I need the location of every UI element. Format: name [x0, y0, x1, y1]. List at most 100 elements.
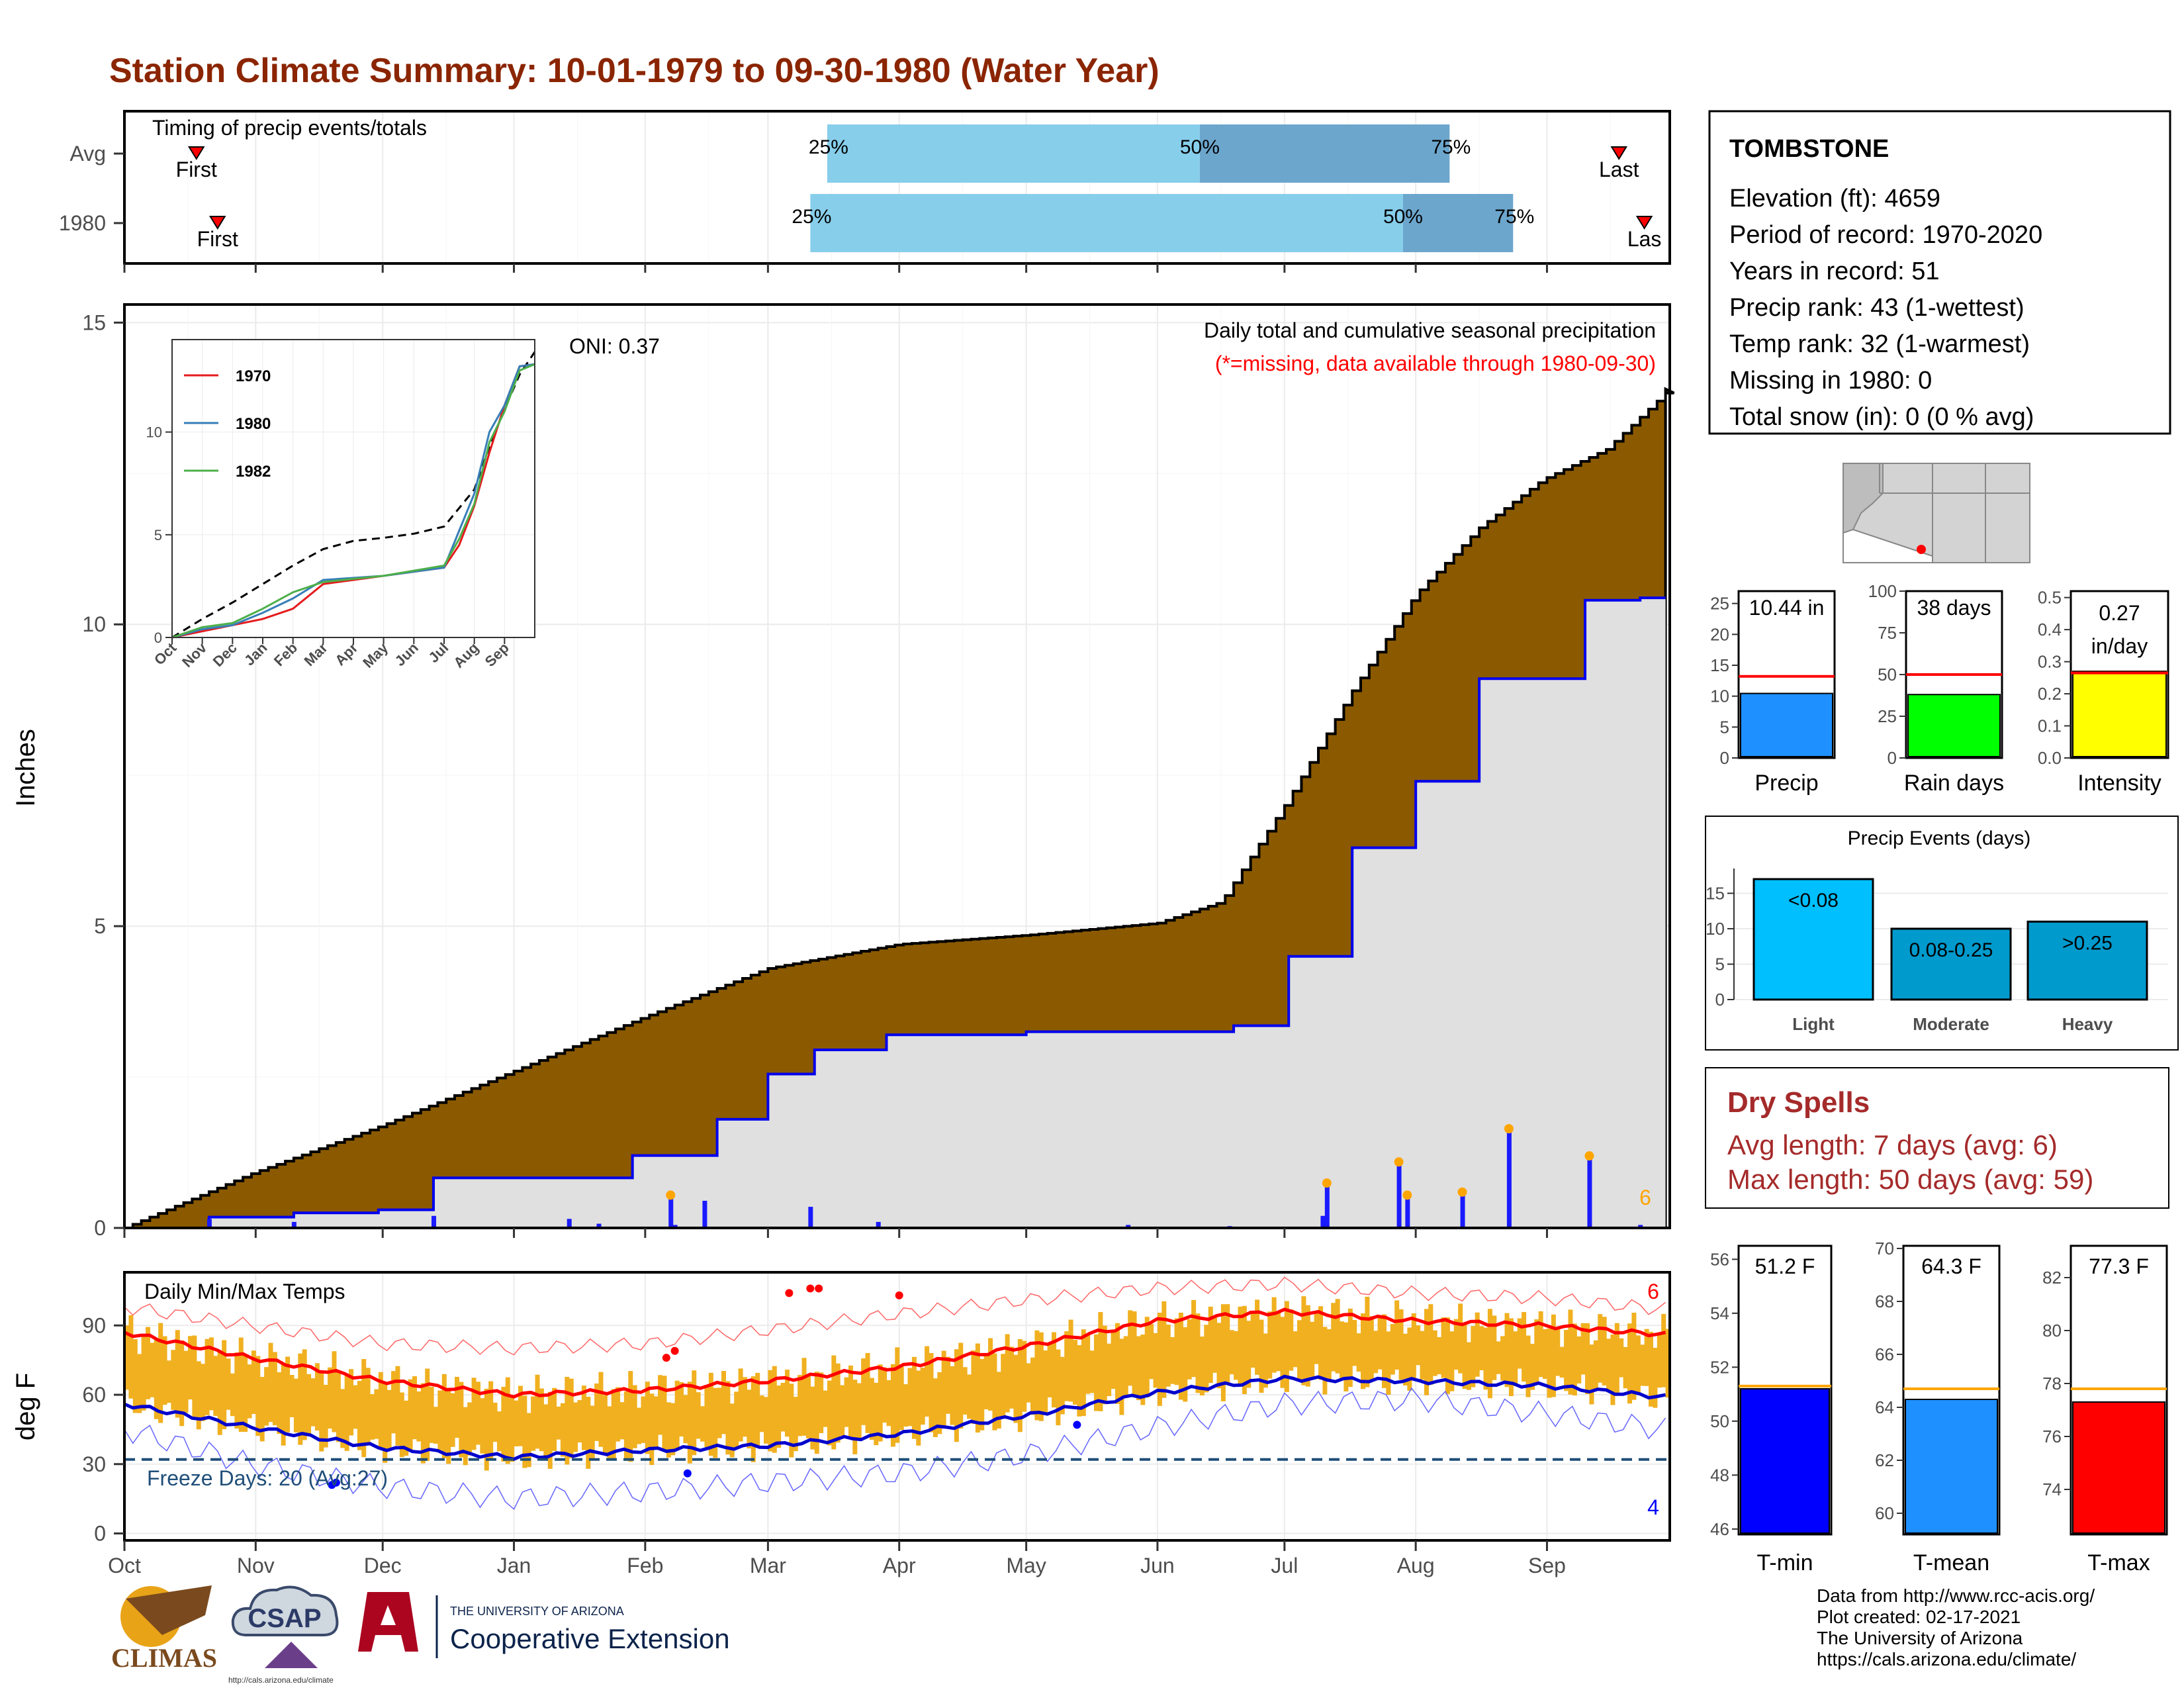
daily-temp-bar	[547, 1391, 553, 1469]
daily-temp-bar	[1517, 1318, 1522, 1369]
logo-row: CLIMAS CSAP http://cals.arizona.edu/clim…	[111, 1585, 730, 1685]
daily-temp-bar	[670, 1403, 676, 1456]
cumulative-average-area	[124, 387, 1675, 1229]
daily-temp-bar	[615, 1387, 621, 1442]
mini-bar-tick-label: 20	[1710, 624, 1729, 644]
record-low-marker	[1073, 1421, 1081, 1429]
daily-temp-bar	[1619, 1338, 1624, 1378]
daily-temp-bar	[623, 1391, 629, 1461]
daily-temp-bar	[1259, 1319, 1264, 1393]
daily-temp-bar	[1052, 1332, 1056, 1408]
daily-temp-bar	[1220, 1304, 1226, 1401]
precip-summary-bars: 10.44 in 0 5 10 15 20 25 Precip 38 days 0 25 50 75 10…	[1710, 581, 2169, 796]
daily-temp-bar	[1128, 1310, 1133, 1386]
daily-temp-bar	[971, 1350, 976, 1424]
daily-temp-bar	[1644, 1329, 1649, 1386]
daily-precip-bar	[876, 1221, 881, 1228]
daily-temp-bar	[1340, 1321, 1345, 1379]
events-bar-light	[1752, 878, 1874, 1001]
daily-temp-bar	[484, 1388, 489, 1471]
daily-temp-bar	[213, 1356, 218, 1416]
daily-temp-bar	[1386, 1331, 1391, 1395]
inset-line-1982	[171, 363, 535, 639]
daily-temp-bar	[1229, 1330, 1234, 1375]
daily-temp-bar	[395, 1366, 400, 1446]
record-low-line	[124, 1387, 1666, 1511]
daily-temp-bar	[268, 1342, 273, 1423]
month-tick-label: May	[1006, 1554, 1046, 1577]
precip-panel: 0 5 10 15 Inches Daily total and cumulative…	[11, 263, 1675, 1240]
daily-temp-bar	[1068, 1319, 1073, 1402]
daily-temp-bar	[441, 1374, 447, 1458]
csap-mountain-icon	[265, 1642, 318, 1668]
inset-y-tick-label: 10	[146, 424, 162, 441]
daily-temp-bar	[1335, 1299, 1340, 1374]
daily-temp-bar	[361, 1359, 367, 1458]
record-low-count: 4	[1647, 1495, 1659, 1519]
footer-line-3: The University of Arizona	[1817, 1628, 2023, 1648]
daily-temp-bar	[975, 1343, 980, 1433]
daily-temp-bar	[831, 1355, 837, 1450]
daily-temp-bar	[459, 1382, 464, 1458]
daily-temp-bar	[1297, 1320, 1302, 1381]
daily-temp-bar	[1432, 1330, 1437, 1376]
mini-bar-tick-label: 75	[1878, 623, 1897, 643]
mini-bar-tick-label: 25	[1878, 706, 1897, 726]
temp-bar-value	[2072, 1401, 2165, 1534]
daily-temp-bar	[827, 1380, 832, 1446]
timing-bar-50-75	[1402, 194, 1514, 252]
daily-temp-bar	[543, 1404, 549, 1461]
daily-temp-bar	[1508, 1318, 1514, 1397]
daily-temp-bar	[480, 1398, 485, 1454]
daily-temp-bar	[784, 1370, 790, 1437]
daily-temp-bar	[1056, 1349, 1061, 1426]
daily-temp-bar	[230, 1373, 235, 1417]
temp-y-tick-label: 60	[82, 1383, 106, 1407]
precip-events-chart: Precip Events (days) 0 5 10 15 <0.08 Light 0.0…	[1705, 816, 2179, 1051]
daily-temp-bar	[819, 1372, 824, 1433]
daily-temp-bar	[653, 1396, 659, 1448]
mini-bar-value	[1740, 692, 1833, 758]
daily-temp-bar	[962, 1367, 968, 1415]
daily-temp-bar	[679, 1382, 684, 1437]
daily-temp-bar	[1111, 1331, 1116, 1389]
temperature-panel-border	[123, 1271, 1671, 1542]
daily-temp-bar	[1331, 1303, 1336, 1372]
daily-temp-bar	[1504, 1313, 1510, 1387]
daily-temp-bar	[383, 1382, 388, 1463]
temp-bar-tick-label: 48	[1710, 1465, 1729, 1485]
record-high-marker	[662, 1354, 670, 1362]
timing-label-50: 50%	[1383, 206, 1423, 228]
daily-temp-bar	[628, 1371, 633, 1462]
daily-temp-bar	[1471, 1326, 1476, 1387]
daily-temp-bar	[247, 1364, 252, 1419]
daily-temp-bar	[1377, 1316, 1383, 1370]
missing-data-note: (*=missing, data available through 1980-…	[1215, 352, 1656, 375]
temp-bar-value	[1740, 1387, 1830, 1534]
temp-bar-category-label: T-max	[2087, 1550, 2150, 1575]
daily-temp-bar	[1576, 1336, 1582, 1383]
events-bar-label: <0.08	[1788, 890, 1839, 912]
timing-bar-25-50	[827, 124, 1200, 183]
daily-temp-bar	[658, 1375, 663, 1435]
daily-temp-bar	[1263, 1333, 1268, 1388]
inset-legend-label: 1970	[236, 367, 271, 385]
timing-row-label-year: 1980	[59, 211, 106, 235]
daily-temp-bar	[1381, 1314, 1387, 1388]
temperature-caption: Daily Min/Max Temps	[144, 1280, 345, 1303]
daily-temp-bar	[353, 1385, 358, 1429]
extreme-precip-marker	[1457, 1187, 1467, 1197]
extreme-precip-marker	[1504, 1124, 1514, 1134]
temp-y-tick-label: 90	[82, 1313, 106, 1337]
inset-legend-label: 1982	[236, 463, 271, 481]
daily-temp-bar	[539, 1388, 544, 1452]
daily-temp-bar	[1289, 1309, 1294, 1371]
daily-temp-bar	[1234, 1331, 1239, 1380]
temp-bar-tmean: 64.3 F 60 62 64 66 68 70 T-mean	[1875, 1239, 2001, 1575]
page-title: Station Climate Summary: 10-01-1979 to 0…	[109, 52, 1160, 90]
daily-temp-bar	[1564, 1329, 1569, 1391]
month-tick-label: Jul	[1271, 1554, 1298, 1577]
inset-y-tick-label: 5	[154, 527, 162, 543]
daily-temp-bar	[1513, 1331, 1518, 1386]
daily-temp-bar	[1280, 1317, 1285, 1388]
